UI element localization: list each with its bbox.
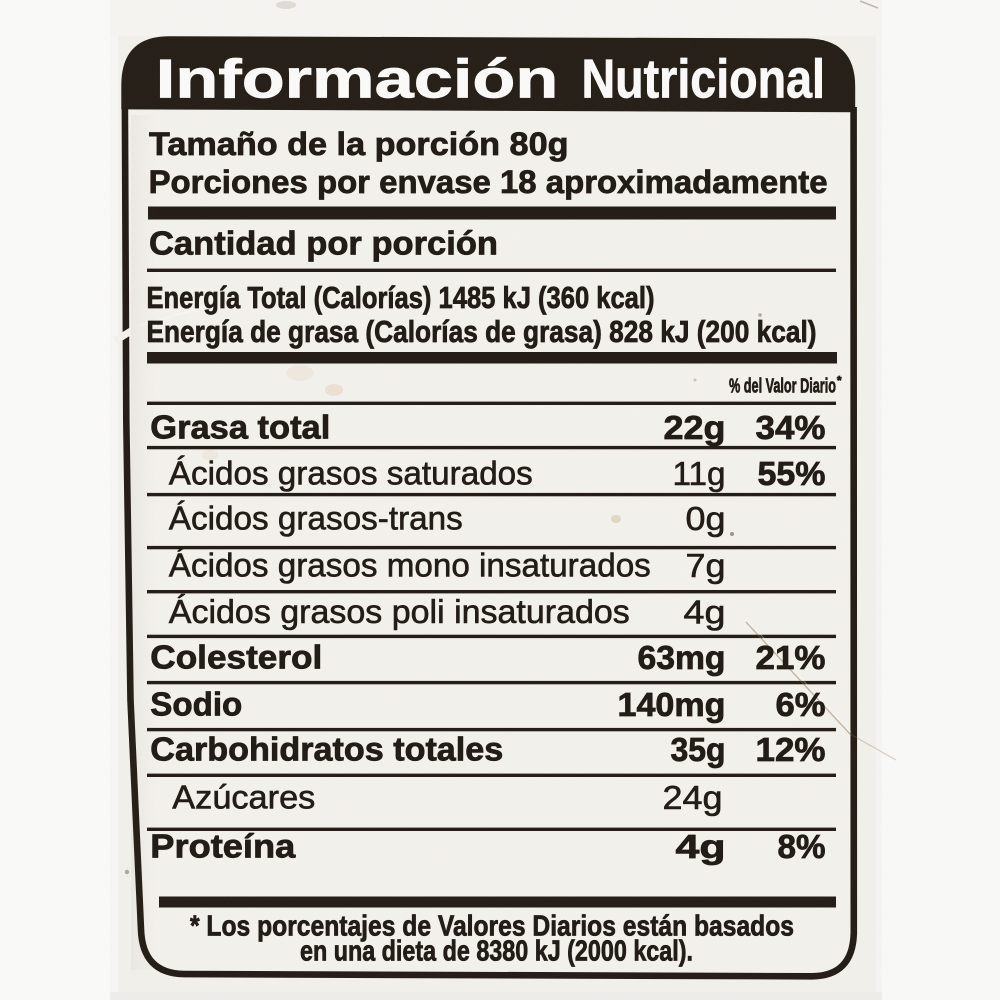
svg-text:% del Valor Diario: % del Valor Diario [729, 375, 836, 398]
svg-text:Información: Información [156, 49, 559, 110]
svg-text:4g: 4g [684, 594, 726, 631]
svg-text:63mg: 63mg [638, 639, 726, 676]
svg-text:12%: 12% [756, 731, 826, 768]
svg-text:Ácidos grasos poli insaturados: Ácidos grasos poli insaturados [169, 593, 630, 630]
svg-text:Sodio: Sodio [150, 686, 242, 723]
svg-text:Energía de grasa (Calorías de: Energía de grasa (Calorías de grasa) 828… [147, 315, 817, 349]
svg-text:Ácidos grasos mono insaturados: Ácidos grasos mono insaturados [169, 547, 651, 584]
svg-text:7g: 7g [686, 547, 726, 584]
svg-text:24g: 24g [663, 779, 723, 816]
svg-text:4g: 4g [676, 828, 726, 865]
svg-text:* Los porcentajes de Valores D: * Los porcentajes de Valores Diarios est… [190, 911, 794, 943]
svg-text:55%: 55% [758, 455, 826, 492]
svg-text:34%: 34% [756, 409, 826, 446]
svg-text:6%: 6% [776, 686, 826, 723]
svg-text:Energía Total (Calorías) 1485: Energía Total (Calorías) 1485 kJ (360 kc… [147, 281, 655, 315]
svg-text:Cantidad por porción: Cantidad por porción [149, 226, 498, 263]
svg-text:Tamaño de la porción 80g: Tamaño de la porción 80g [149, 126, 569, 162]
svg-text:0g: 0g [686, 500, 726, 537]
svg-text:en una dieta de 8380 kJ (2000: en una dieta de 8380 kJ (2000 kcal). [300, 936, 693, 968]
svg-text:Proteína: Proteína [150, 828, 296, 865]
svg-text:140mg: 140mg [618, 686, 726, 723]
svg-text:Azúcares: Azúcares [172, 779, 315, 816]
svg-text:Porciones por envase 18 aproxi: Porciones por envase 18 aproximadamente [149, 164, 828, 200]
svg-text:22g: 22g [664, 409, 726, 446]
svg-text:Carbohidratos totales: Carbohidratos totales [150, 731, 503, 768]
svg-text:11g: 11g [673, 455, 726, 492]
svg-text:Nutricional: Nutricional [582, 49, 826, 110]
svg-text:Colesterol: Colesterol [150, 639, 322, 676]
svg-text:*: * [837, 374, 842, 388]
svg-text:Grasa total: Grasa total [150, 409, 330, 446]
svg-text:35g: 35g [671, 731, 726, 768]
svg-text:Ácidos grasos-trans: Ácidos grasos-trans [169, 500, 463, 537]
svg-text:21%: 21% [756, 639, 826, 676]
svg-text:8%: 8% [778, 828, 826, 865]
svg-text:Ácidos grasos saturados: Ácidos grasos saturados [169, 455, 533, 492]
